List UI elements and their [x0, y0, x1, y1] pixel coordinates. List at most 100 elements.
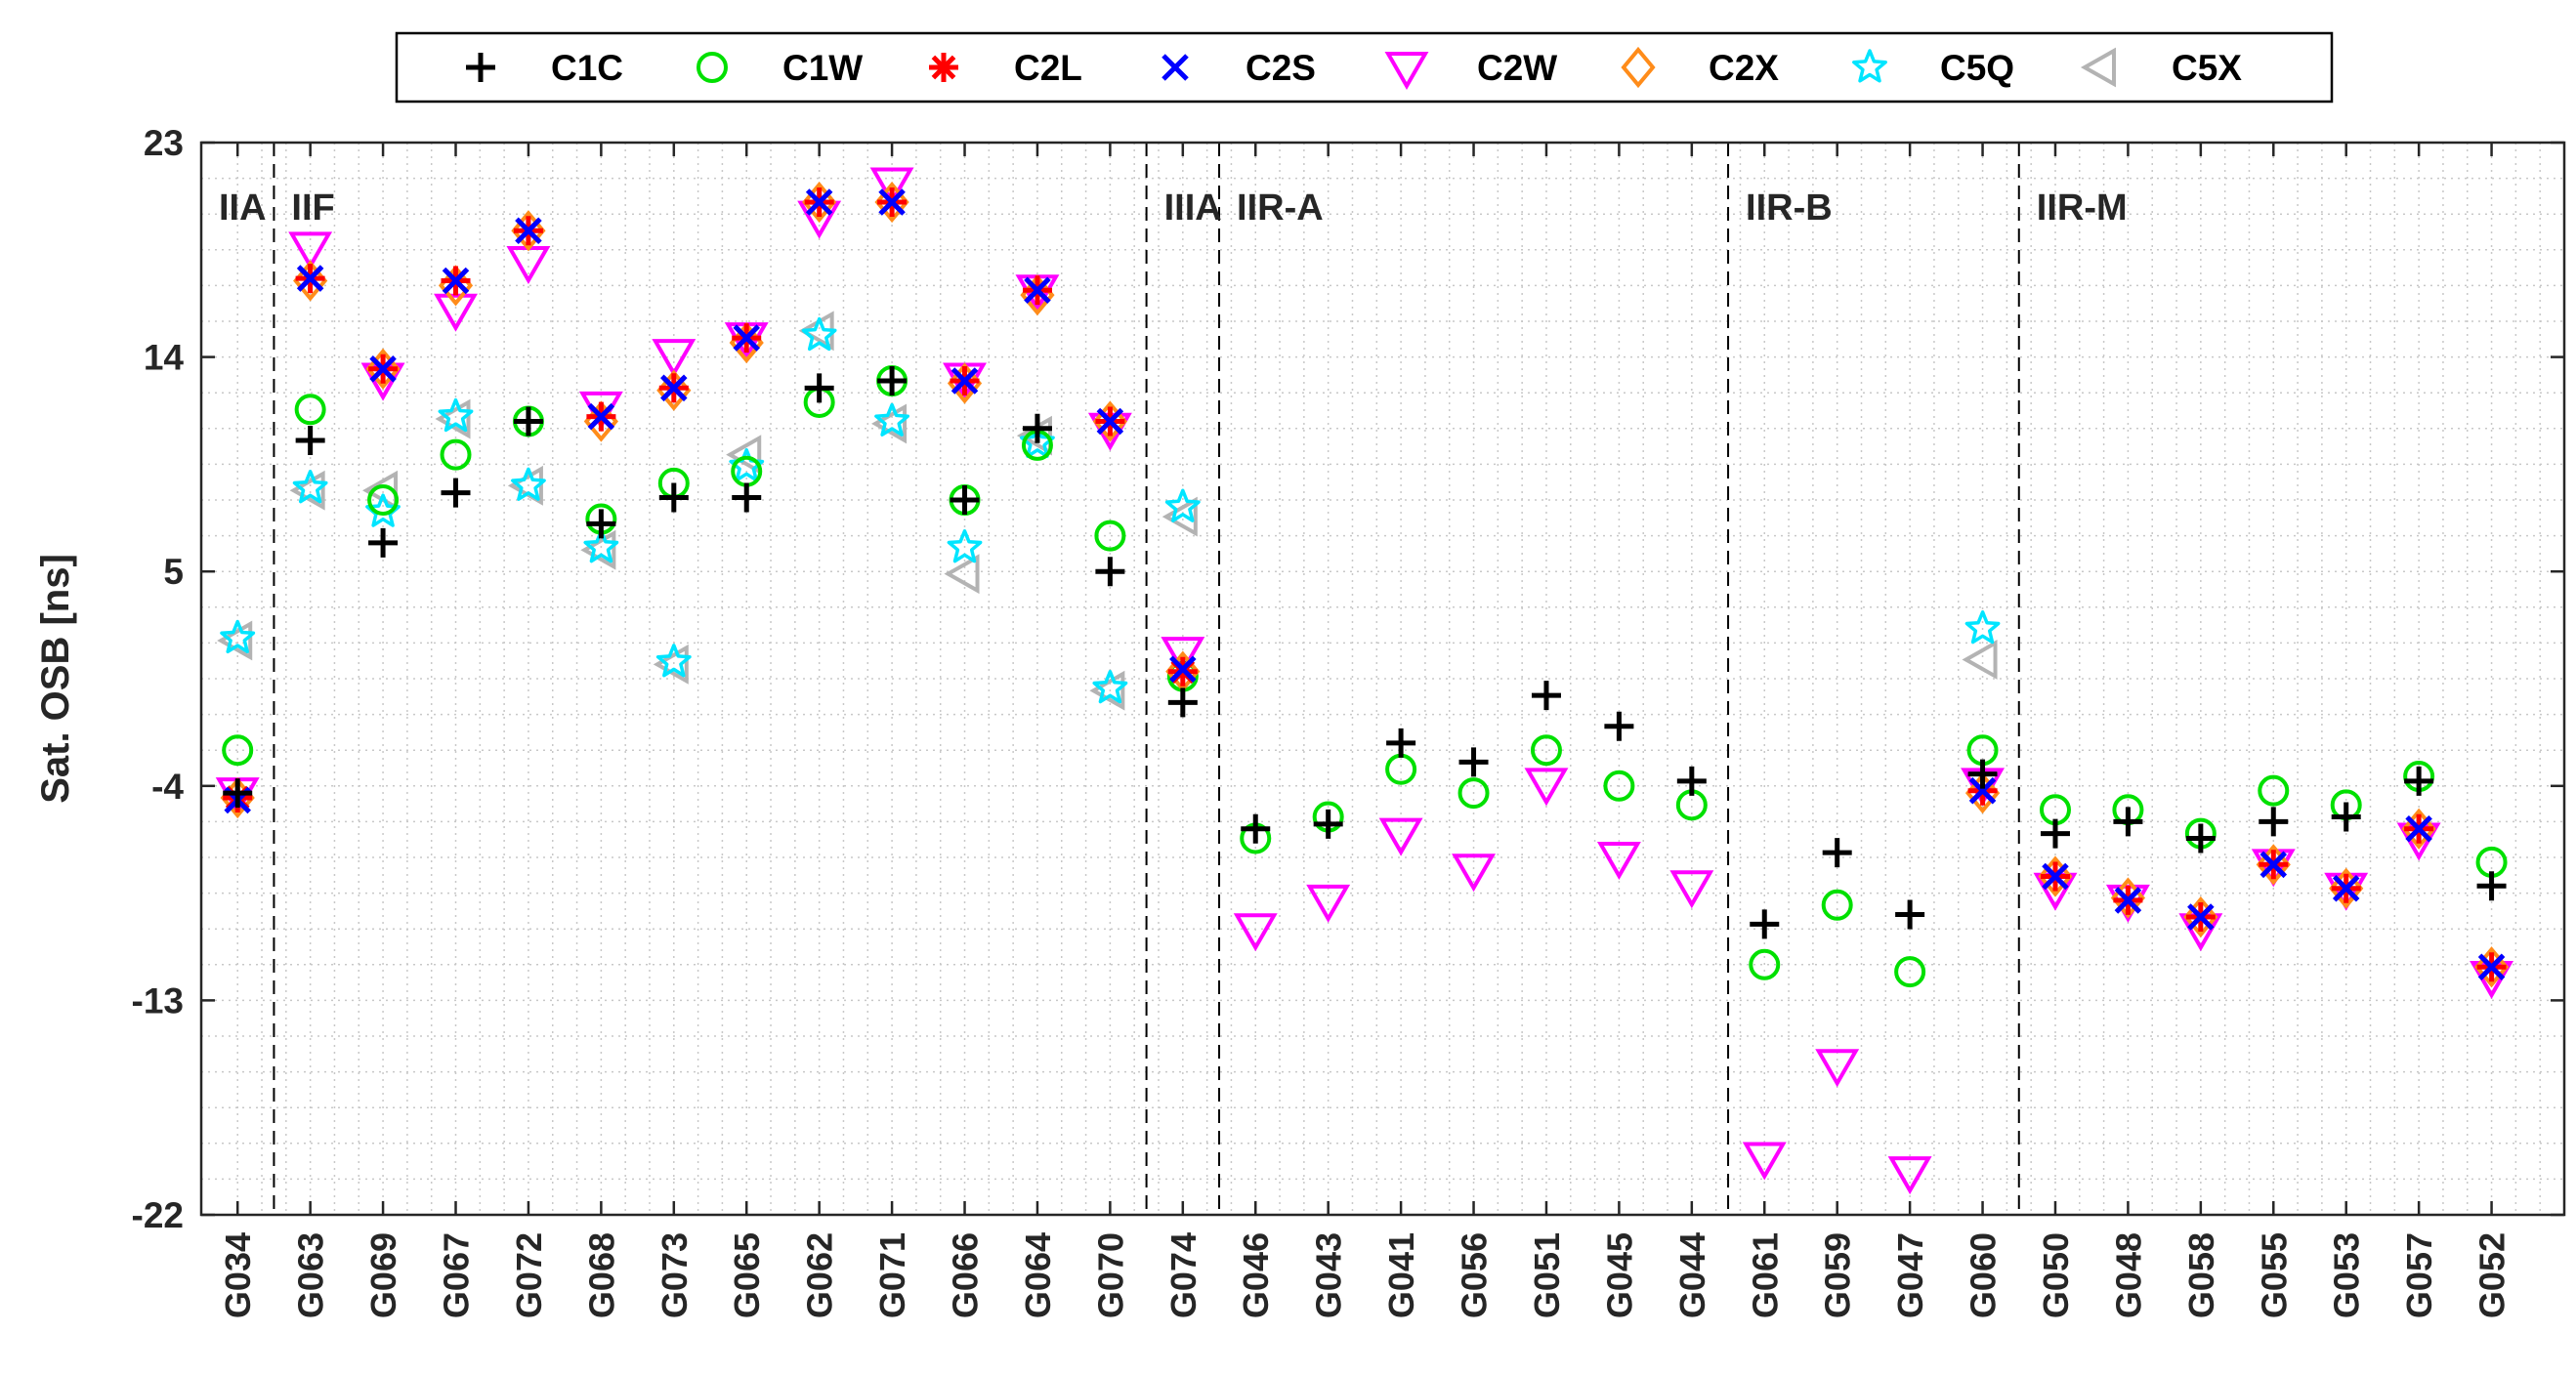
- data-point-c1c: [295, 426, 325, 455]
- legend-marker-c2w: [1384, 52, 1429, 91]
- data-point-c5x: [580, 529, 616, 570]
- data-point-c5x: [871, 403, 908, 444]
- data-point-c2w: [869, 167, 914, 206]
- data-point-c5q: [1964, 610, 2001, 645]
- data-point-c2s: [2114, 887, 2142, 914]
- data-point-c5x: [1089, 670, 1125, 711]
- x-tick-label: G045: [1599, 1232, 1639, 1318]
- data-point-c5x: [726, 435, 762, 476]
- data-point-c1c: [950, 485, 980, 515]
- data-point-c2w: [1452, 854, 1496, 893]
- y-tick-label: -13: [132, 980, 184, 1020]
- legend-marker-c2x: [1621, 46, 1656, 89]
- data-point-c2s: [1968, 776, 1997, 805]
- legend-item-c1w: C1W: [697, 48, 863, 88]
- data-point-c2s: [2405, 814, 2432, 843]
- data-point-c2w: [1378, 817, 1423, 856]
- data-point-c5q: [583, 529, 619, 563]
- data-point-c1w: [2258, 774, 2290, 807]
- data-point-c1c: [1386, 728, 1416, 758]
- data-point-c5x: [289, 470, 325, 511]
- data-point-c5x: [217, 620, 253, 661]
- x-tick-label: G057: [2399, 1232, 2439, 1318]
- data-point-c2x: [874, 181, 909, 224]
- data-point-c1w: [440, 438, 472, 471]
- data-point-c5q: [1164, 488, 1201, 522]
- data-point-c1c: [1604, 711, 1634, 741]
- data-point-c2x: [2256, 844, 2291, 886]
- group-label: IIR-A: [1237, 187, 1324, 229]
- x-tick-label: G048: [2108, 1232, 2148, 1318]
- data-point-c2s: [2477, 953, 2506, 981]
- data-point-c2w: [1524, 768, 1569, 807]
- data-point-c2s: [950, 367, 979, 395]
- x-tick-label: G065: [727, 1232, 767, 1318]
- x-tick-label: G052: [2472, 1232, 2513, 1318]
- x-tick-label: G058: [2181, 1232, 2221, 1318]
- x-tick-label: G068: [581, 1232, 621, 1318]
- data-point-c2s: [2332, 874, 2360, 902]
- legend-marker-c2l: [929, 53, 958, 82]
- data-point-c1c: [2331, 802, 2361, 832]
- data-point-c2w: [1669, 870, 1714, 909]
- data-point-c2s: [2259, 851, 2288, 879]
- y-tick-label: 23: [144, 123, 184, 163]
- data-point-c2x: [1964, 771, 2001, 814]
- x-tick-label: G046: [1236, 1232, 1276, 1318]
- legend-item-c2s: C2S: [1161, 48, 1316, 88]
- data-point-c1c: [2185, 823, 2216, 854]
- data-point-c2s: [515, 217, 542, 245]
- data-point-c2w: [652, 339, 697, 378]
- data-point-c1c: [513, 406, 543, 437]
- data-point-c5q: [220, 619, 256, 654]
- data-point-c1c: [223, 778, 253, 809]
- x-tick-label: G069: [363, 1232, 403, 1318]
- x-tick-label: G072: [509, 1232, 549, 1318]
- data-point-c2x: [2473, 946, 2510, 988]
- legend-marker-c1c: [466, 53, 495, 82]
- data-point-c2s: [1024, 276, 1051, 305]
- data-point-c1c: [804, 373, 834, 403]
- data-point-c1c: [658, 482, 689, 513]
- data-point-c1c: [732, 482, 762, 513]
- data-point-c2s: [2042, 862, 2069, 891]
- data-point-c2x: [802, 181, 837, 224]
- data-point-c1c: [1750, 909, 1780, 939]
- group-label: IIIA: [1164, 187, 1222, 229]
- data-point-c2s: [660, 374, 688, 402]
- data-point-c1c: [1676, 766, 1707, 796]
- data-point-c1c: [1313, 809, 1343, 839]
- data-point-c2x: [947, 362, 983, 404]
- data-point-c1c: [1967, 759, 1998, 789]
- data-point-c2s: [442, 267, 470, 295]
- data-point-c1w: [222, 734, 254, 767]
- data-point-c5x: [1161, 496, 1198, 537]
- data-point-c5q: [1092, 670, 1128, 704]
- data-point-c2x: [2038, 855, 2073, 897]
- data-point-c2s: [2187, 903, 2215, 931]
- group-label: IIA: [219, 187, 267, 229]
- x-tick-label: G071: [872, 1232, 912, 1318]
- data-point-c5q: [511, 467, 546, 501]
- data-point-c5q: [801, 316, 837, 352]
- data-point-c2x: [2329, 867, 2364, 909]
- data-point-c1w: [1749, 948, 1781, 980]
- data-point-c2s: [805, 188, 833, 216]
- legend-label: C2X: [1709, 48, 1779, 88]
- x-tick-label: G043: [1309, 1232, 1349, 1318]
- legend: C1C C1W C2L C2S C2W C2X C5Q C5X: [395, 31, 2334, 104]
- data-point-c5x: [1962, 640, 1998, 680]
- data-point-c2s: [1096, 407, 1124, 436]
- x-tick-label: G074: [1163, 1232, 1204, 1318]
- data-point-c5q: [947, 529, 983, 563]
- x-tick-label: G066: [946, 1232, 986, 1318]
- data-point-c1c: [2476, 871, 2507, 901]
- data-point-c2x: [365, 348, 401, 390]
- data-point-c1c: [2404, 766, 2434, 796]
- y-tick-label: 5: [163, 552, 184, 592]
- data-point-c1w: [1530, 734, 1562, 767]
- data-point-c2w: [288, 231, 333, 271]
- data-point-c1w: [1603, 770, 1635, 802]
- data-point-c2w: [1233, 913, 1278, 952]
